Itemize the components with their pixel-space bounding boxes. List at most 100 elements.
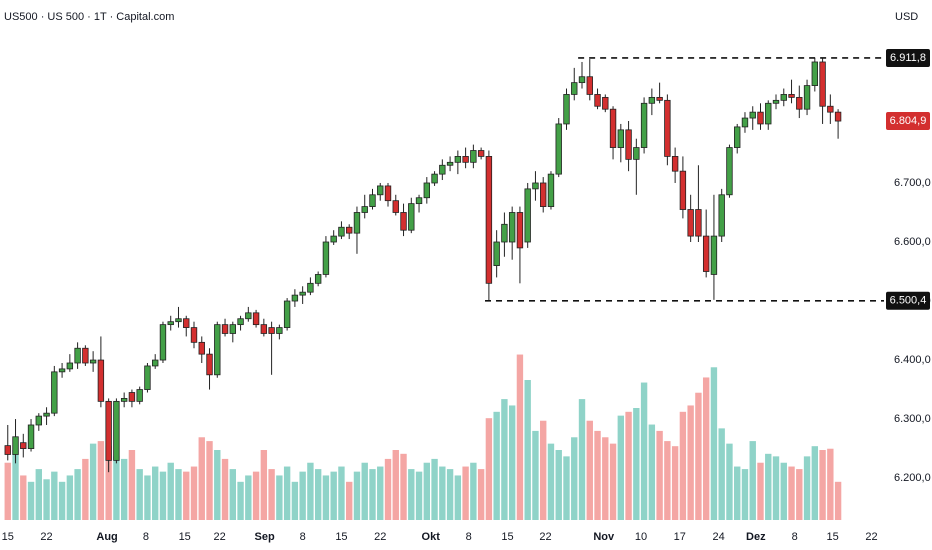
candle-body [291,294,299,302]
volume-bar [485,418,493,520]
volume-bar [648,424,656,520]
candle-body [66,362,74,370]
volume-bar [602,437,609,520]
candle-body [307,282,314,293]
candle-body [214,324,221,376]
volume-bar [299,471,306,520]
volume-bar [834,481,842,520]
candle-body [718,194,725,237]
volume-bar [524,380,531,520]
candle-body [237,318,244,326]
volume-bar [477,469,485,520]
volume-bar [183,471,190,520]
candle-body [625,129,632,160]
y-tick-label: 6.700,0 [894,177,931,189]
candle-body [741,117,749,128]
volume-bar [314,469,322,520]
candle-body [346,226,353,234]
candle-body [167,321,174,326]
volume-bar [245,475,252,520]
x-tick-label: 8 [300,531,306,543]
candle-body [547,173,555,207]
y-tick-label: 6.400,0 [894,354,931,366]
volume-bar [454,475,462,520]
candle-body [268,327,275,334]
x-tick-label: 8 [792,531,798,543]
candle-body [516,212,524,249]
level-box [886,291,930,310]
volume-bar [609,443,617,520]
candle-body [671,156,679,172]
x-tick-label: 15 [827,531,839,543]
level-box [886,48,930,67]
volume-bar [346,481,353,520]
candle-body [113,400,120,461]
candle-body [377,185,384,196]
candle-body [175,318,182,323]
candle-body [58,368,66,373]
volume-bar [718,428,725,520]
candle-body [353,212,361,234]
volume-bar [338,466,345,520]
candle-body [330,235,337,243]
x-tick-label: Okt [422,531,441,543]
volume-bar [532,430,539,520]
x-tick-label: Aug [96,531,117,543]
volume-bar [198,437,205,520]
volume-bar [89,443,97,520]
x-tick-label: Nov [593,531,615,543]
candle-body [803,85,811,110]
candle-body [454,156,462,163]
candle-body [144,365,151,390]
volume-bar [12,450,19,520]
volume-bar [446,469,454,520]
chart-title: US500 · US 500 · 1T · Capital.com [4,11,174,23]
x-tick-label: 8 [143,531,149,543]
candle-body [314,274,322,284]
candle-body [408,203,415,231]
volume-bar [501,399,508,520]
candle-body [648,96,656,104]
candle-body [128,392,136,402]
y-tick-label: 6.200,0 [894,472,931,484]
volume-bar [741,469,749,520]
candle-body [749,111,756,119]
volume-bar [462,466,469,520]
volume-bar [4,462,11,520]
currency-label: USD [895,11,918,23]
x-tick-label: 15 [179,531,191,543]
candle-body [283,300,291,328]
volume-bar [74,469,81,520]
candle-body [252,312,260,326]
candle-body [772,99,780,104]
candle-body [656,96,663,101]
candle-body [183,318,190,328]
volume-bar [136,469,143,520]
volume-bar [58,481,66,520]
candle-body [384,185,392,202]
volume-bar [214,450,221,520]
volume-bar [555,450,562,520]
volume-bar [819,450,826,520]
candle-body [819,61,826,107]
candle-body [734,126,741,148]
candle-body [710,235,718,275]
volume-bar [772,456,780,520]
volume-bar [152,466,159,520]
candle-body [462,156,469,163]
volume-bar [408,469,415,520]
candle-body [540,182,547,207]
candle-body [594,94,601,107]
x-tick-label: 15 [335,531,347,543]
volume-bar [291,481,299,520]
volume-bar [369,469,376,520]
candle-body [229,324,236,334]
candle-body [322,241,330,275]
volume-bar [128,450,136,520]
volume-bar [206,441,213,520]
volume-bar [687,405,694,520]
last-price-box [886,112,930,131]
candle-body [361,206,368,213]
candle-body [27,424,35,449]
y-tick-label: 6.600,0 [894,236,931,248]
